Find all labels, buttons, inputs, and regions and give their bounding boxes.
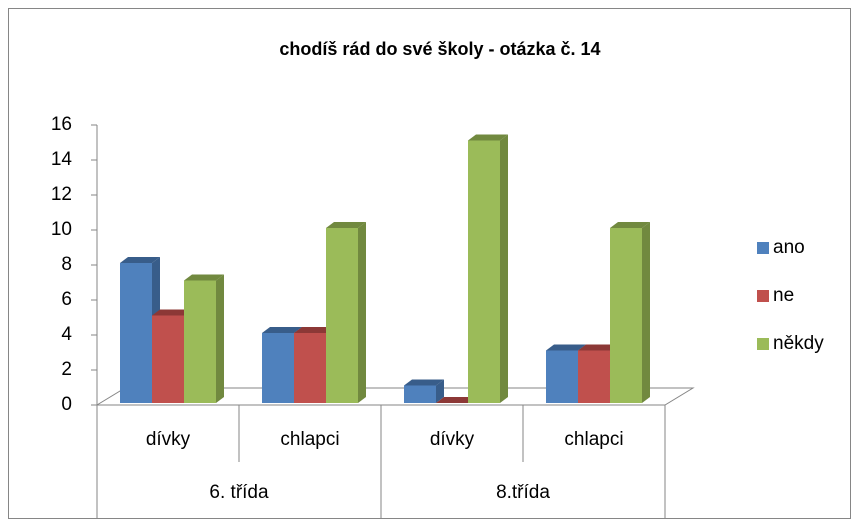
legend-label: ne [773, 285, 794, 306]
bar-top [262, 327, 302, 333]
bar-top [546, 344, 586, 351]
bar-top [152, 309, 192, 316]
legend-swatch [757, 242, 769, 254]
bar-top [468, 134, 508, 141]
bar-top [404, 379, 444, 386]
bar [120, 263, 152, 403]
bar-top [436, 397, 476, 403]
bar [184, 280, 216, 403]
bar-side [436, 379, 444, 403]
bar-top [294, 327, 334, 333]
bar [610, 228, 642, 403]
group-label: 8.třída [496, 482, 550, 503]
bar-top [578, 344, 618, 351]
legend-swatch [757, 338, 769, 350]
x-tick-label: chlapci [280, 429, 339, 450]
y-tick-label: 12 [51, 184, 72, 205]
bar-side [358, 222, 366, 403]
chart-title: chodíš rád do své školy - otázka č. 14 [279, 39, 600, 59]
y-tick-label: 8 [61, 254, 72, 275]
bar-top [326, 222, 366, 228]
bar [262, 333, 294, 403]
x-tick-label: chlapci [564, 429, 623, 450]
bar [294, 333, 326, 403]
bar [468, 140, 500, 403]
x-tick-label: dívky [430, 429, 475, 450]
bar [546, 350, 578, 403]
bar [326, 228, 358, 403]
floor [95, 387, 695, 406]
bar-top [184, 274, 224, 281]
y-tick-label: 16 [51, 114, 72, 135]
y-tick-label: 0 [61, 394, 72, 415]
x-tick-label: dívky [146, 429, 191, 450]
bar-side [500, 134, 508, 403]
bar [152, 315, 184, 403]
y-tick-label: 14 [51, 149, 73, 170]
bar-side [642, 222, 650, 403]
legend-label: někdy [773, 333, 824, 354]
bar-top [120, 257, 160, 263]
bar [404, 385, 436, 403]
legend-label: ano [773, 237, 805, 258]
y-tick-label: 2 [61, 359, 72, 380]
legend-swatch [757, 290, 769, 302]
bar [578, 350, 610, 403]
y-tick-label: 6 [61, 289, 72, 310]
y-tick-label: 10 [51, 219, 72, 240]
bar-side [216, 274, 224, 403]
y-tick-label: 4 [61, 324, 72, 345]
group-label: 6. třída [209, 482, 269, 503]
bar-top [610, 222, 650, 228]
